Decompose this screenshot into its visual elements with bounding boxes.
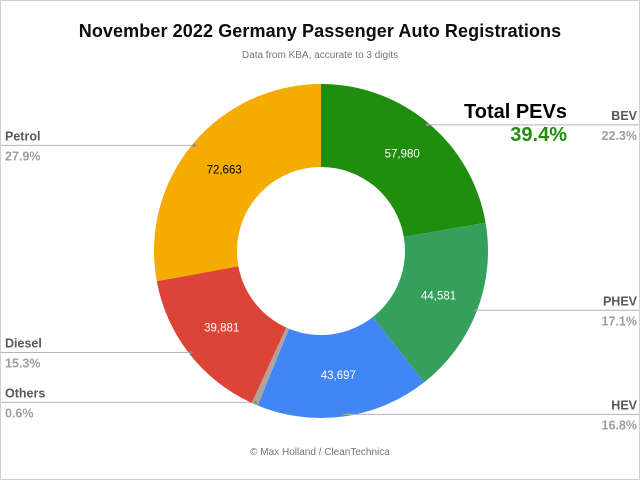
chart-subtitle: Data from KBA, accurate to 3 digits [241, 50, 399, 61]
segment-others [251, 327, 290, 406]
value-label-phev: 44,581 [421, 290, 456, 302]
segment-petrol [153, 84, 321, 282]
chart-title: November 2022 Germany Passenger Auto Reg… [78, 21, 562, 41]
category-label-petrol: Petrol [5, 129, 40, 143]
leader-dot-hev [342, 412, 346, 417]
leader-dot-bev [425, 123, 429, 127]
percent-label-hev: 16.8% [602, 418, 637, 432]
segment-hev [257, 317, 425, 418]
percent-label-petrol: 27.9% [5, 149, 40, 163]
segment-bev [321, 84, 486, 237]
category-label-hev: HEV [611, 398, 637, 412]
value-label-diesel: 39,881 [204, 323, 239, 335]
value-label-petrol: 72,663 [207, 164, 242, 176]
segment-phev [372, 222, 489, 383]
category-label-diesel: Diesel [5, 337, 42, 351]
total-pevs-value: 39.4% [510, 124, 567, 146]
total-pevs: Total PEVs 39.4% [464, 101, 567, 147]
credit-line: © Max Holland / CleanTechnica [250, 447, 390, 458]
total-pevs-label: Total PEVs [464, 101, 567, 123]
leader-dot-diesel [189, 350, 193, 355]
category-label-phev: PHEV [603, 294, 638, 308]
value-label-hev: 43,697 [321, 370, 356, 382]
segment-diesel [156, 266, 287, 403]
percent-label-others: 0.6% [5, 406, 34, 420]
category-label-others: Others [5, 386, 45, 400]
percent-label-diesel: 15.3% [5, 357, 40, 371]
value-label-bev: 57,980 [385, 149, 420, 161]
leader-dot-petrol [192, 143, 196, 148]
leader-dot-phev [473, 308, 477, 312]
percent-label-phev: 17.1% [602, 314, 637, 328]
percent-label-bev: 22.3% [602, 129, 637, 143]
category-label-bev: BEV [611, 109, 637, 123]
leader-dot-others [253, 400, 258, 405]
